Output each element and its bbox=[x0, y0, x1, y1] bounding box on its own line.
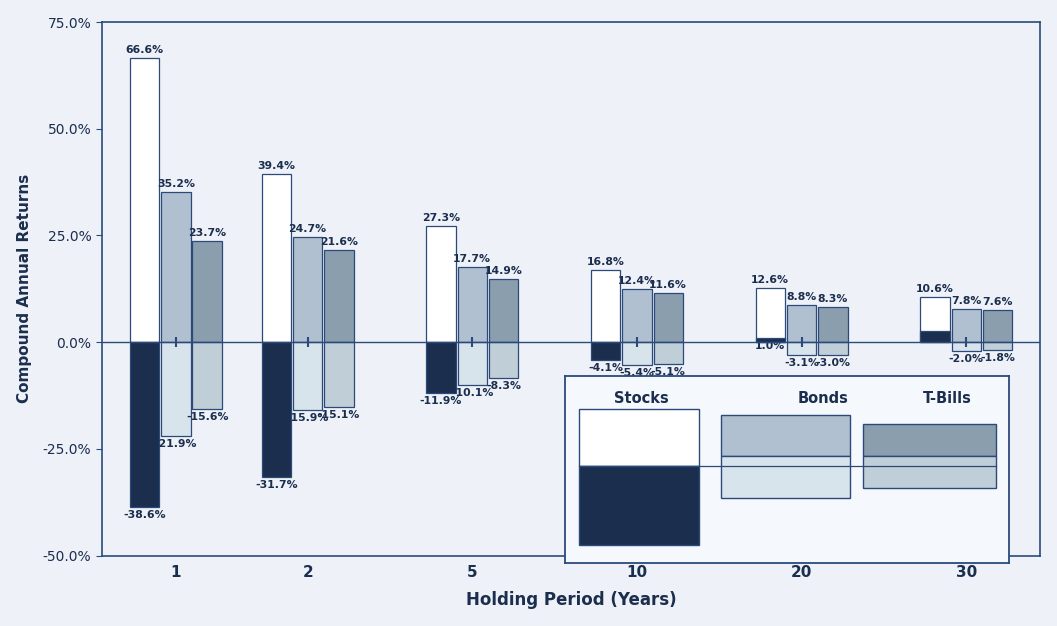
Text: -2.0%: -2.0% bbox=[949, 354, 984, 364]
Bar bbox=[262, 174, 291, 342]
Text: -38.6%: -38.6% bbox=[124, 510, 166, 520]
Bar bbox=[921, 297, 949, 342]
Text: -15.6%: -15.6% bbox=[186, 412, 228, 422]
Bar bbox=[863, 424, 996, 456]
Text: -15.9%: -15.9% bbox=[286, 413, 329, 423]
Bar bbox=[293, 342, 322, 410]
Bar bbox=[653, 293, 683, 342]
Bar bbox=[458, 267, 487, 342]
Text: -10.1%: -10.1% bbox=[451, 388, 494, 398]
Bar bbox=[721, 456, 850, 498]
Bar bbox=[951, 309, 981, 342]
Bar bbox=[324, 250, 354, 342]
Text: -8.3%: -8.3% bbox=[486, 381, 521, 391]
Text: Bonds: Bonds bbox=[798, 391, 849, 406]
Bar bbox=[756, 289, 785, 342]
Text: 21.6%: 21.6% bbox=[320, 237, 358, 247]
X-axis label: Holding Period (Years): Holding Period (Years) bbox=[466, 592, 676, 609]
Text: -15.1%: -15.1% bbox=[318, 409, 360, 419]
Text: 12.6%: 12.6% bbox=[752, 275, 790, 285]
Bar bbox=[818, 342, 848, 355]
Text: 8.8%: 8.8% bbox=[786, 292, 817, 302]
Text: -21.9%: -21.9% bbox=[154, 439, 198, 449]
Bar bbox=[579, 409, 699, 466]
Bar bbox=[786, 305, 816, 342]
Text: 7.8%: 7.8% bbox=[951, 296, 982, 306]
Text: 16.8%: 16.8% bbox=[587, 257, 625, 267]
Bar bbox=[786, 342, 816, 356]
Bar bbox=[262, 342, 291, 478]
Bar bbox=[863, 456, 996, 488]
Text: 24.7%: 24.7% bbox=[289, 223, 327, 233]
Y-axis label: Compound Annual Returns: Compound Annual Returns bbox=[17, 174, 32, 404]
Bar bbox=[818, 307, 848, 342]
Text: -1.8%: -1.8% bbox=[980, 353, 1015, 363]
Text: 1.0%: 1.0% bbox=[755, 341, 785, 351]
Text: 35.2%: 35.2% bbox=[156, 179, 194, 189]
Text: -3.1%: -3.1% bbox=[784, 358, 819, 368]
Text: -31.7%: -31.7% bbox=[255, 480, 298, 490]
Text: -3.0%: -3.0% bbox=[815, 358, 851, 368]
Text: -11.9%: -11.9% bbox=[420, 396, 462, 406]
Bar bbox=[192, 241, 222, 342]
Bar bbox=[293, 237, 322, 342]
Text: 66.6%: 66.6% bbox=[126, 45, 164, 55]
Text: -5.4%: -5.4% bbox=[619, 368, 654, 378]
Bar bbox=[489, 342, 518, 377]
Bar bbox=[579, 466, 699, 545]
Text: 39.4%: 39.4% bbox=[257, 161, 295, 171]
Bar bbox=[162, 342, 190, 436]
Bar bbox=[591, 342, 620, 360]
Text: 27.3%: 27.3% bbox=[422, 213, 460, 223]
Bar bbox=[756, 338, 785, 342]
Bar bbox=[653, 342, 683, 364]
Text: -4.1%: -4.1% bbox=[588, 362, 624, 372]
Bar bbox=[623, 342, 651, 365]
Bar bbox=[426, 226, 456, 342]
Bar bbox=[951, 342, 981, 351]
Bar bbox=[130, 58, 160, 342]
Text: 2.6%: 2.6% bbox=[920, 334, 950, 344]
Text: 23.7%: 23.7% bbox=[188, 228, 226, 238]
Bar bbox=[426, 342, 456, 393]
Bar bbox=[192, 342, 222, 409]
Bar bbox=[983, 310, 1013, 342]
Bar bbox=[591, 270, 620, 342]
Bar bbox=[921, 331, 949, 342]
Text: 14.9%: 14.9% bbox=[484, 265, 522, 275]
Text: 7.6%: 7.6% bbox=[982, 297, 1013, 307]
Text: 17.7%: 17.7% bbox=[453, 254, 492, 264]
Text: Stocks: Stocks bbox=[614, 391, 668, 406]
Text: -5.1%: -5.1% bbox=[651, 367, 686, 377]
Bar bbox=[721, 415, 850, 456]
Bar bbox=[130, 342, 160, 507]
Bar bbox=[983, 342, 1013, 350]
Bar bbox=[489, 279, 518, 342]
Text: T-Bills: T-Bills bbox=[923, 391, 971, 406]
Bar bbox=[458, 342, 487, 385]
Text: 12.4%: 12.4% bbox=[618, 276, 656, 286]
Bar bbox=[324, 342, 354, 407]
Bar bbox=[162, 192, 190, 342]
Text: 10.6%: 10.6% bbox=[916, 284, 953, 294]
Text: 11.6%: 11.6% bbox=[649, 280, 687, 290]
Bar bbox=[623, 289, 651, 342]
Text: 8.3%: 8.3% bbox=[818, 294, 848, 304]
